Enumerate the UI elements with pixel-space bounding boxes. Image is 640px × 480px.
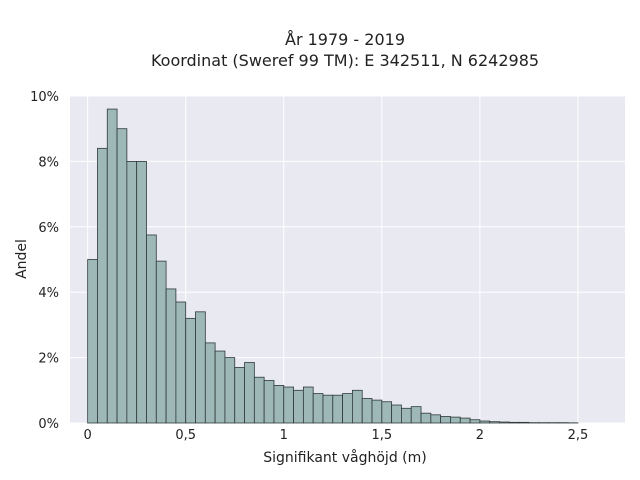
histogram-bar [244, 362, 255, 424]
histogram-bar [459, 417, 471, 424]
x-tick-label: 0,5 [175, 428, 196, 443]
y-tick-label: 6% [38, 221, 59, 236]
histogram-bar [283, 386, 294, 424]
histogram-bar [195, 311, 206, 424]
x-tick-label: 2 [476, 428, 484, 443]
histogram-bar [136, 160, 147, 424]
histogram-bar [489, 421, 500, 424]
y-tick-label: 0% [38, 417, 59, 432]
histogram-bar [420, 412, 432, 424]
histogram-bar [391, 404, 402, 424]
histogram-bar [312, 393, 324, 424]
histogram-bar [440, 416, 451, 424]
y-tick-labels: 0% 2% 4% 6% 8% 10% [30, 90, 59, 432]
histogram-bar [106, 108, 118, 424]
histogram-bar [87, 259, 98, 424]
histogram-bar [116, 128, 128, 424]
x-tick-labels: 0 0,5 1 1,5 2 2,5 [84, 428, 589, 443]
histogram-bar [175, 301, 187, 424]
histogram-bar [479, 420, 491, 424]
y-tick-label: 8% [38, 155, 59, 170]
histogram-bar [97, 147, 108, 424]
histogram-bar [293, 389, 304, 424]
chart-title-line1: År 1979 - 2019 [285, 30, 405, 49]
x-axis-label: Signifikant våghöjd (m) [263, 449, 426, 466]
histogram-bar [204, 342, 216, 424]
histogram-bar [371, 399, 383, 424]
histogram-bar [352, 389, 363, 424]
histogram-bar [410, 406, 422, 424]
histogram-bar [322, 394, 334, 424]
histogram-bar [450, 416, 461, 424]
histogram-bar [381, 401, 393, 424]
histogram-bar [508, 421, 520, 424]
histogram-bar [146, 234, 157, 424]
y-tick-label: 2% [38, 352, 59, 367]
histogram-bar [155, 260, 167, 424]
x-tick-label: 2,5 [568, 428, 589, 443]
histogram-bar [234, 367, 245, 424]
histogram-bar [263, 380, 275, 424]
histogram-bar [342, 393, 353, 424]
histogram-bar [361, 398, 373, 424]
x-tick-label: 1,5 [371, 428, 392, 443]
histogram-bar [518, 421, 530, 424]
y-axis-label: Andel [14, 239, 30, 279]
y-tick-label: 4% [38, 286, 59, 301]
histogram-bar [214, 350, 226, 424]
histogram-bar [499, 421, 510, 424]
histogram-bar [126, 160, 138, 424]
histogram-bar [253, 376, 265, 424]
x-tick-label: 1 [280, 428, 288, 443]
histogram-bar [224, 357, 236, 424]
x-tick-label: 0 [84, 428, 92, 443]
histogram-bar [469, 419, 481, 424]
histogram-bar [273, 384, 285, 424]
histogram-bar [332, 394, 343, 424]
chart-title-line2: Koordinat (Sweref 99 TM): E 342511, N 62… [151, 51, 539, 70]
histogram-bar [430, 414, 442, 424]
histogram-bar [401, 407, 412, 424]
histogram-bar [185, 317, 196, 424]
histogram-bar [165, 288, 177, 424]
y-tick-label: 10% [30, 90, 59, 105]
histogram-bar [302, 386, 314, 424]
bars [87, 108, 579, 424]
